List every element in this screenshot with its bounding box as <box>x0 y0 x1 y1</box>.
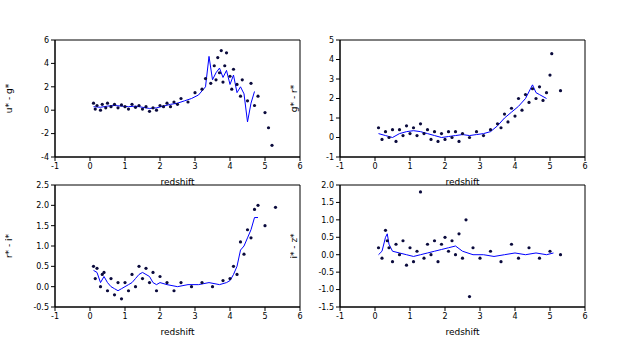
svg-text:1: 1 <box>407 312 412 321</box>
svg-text:1.5: 1.5 <box>321 198 334 207</box>
svg-text:2: 2 <box>442 162 447 171</box>
svg-text:4: 4 <box>512 162 517 171</box>
svg-text:2: 2 <box>329 94 334 103</box>
svg-text:-2: -2 <box>41 129 49 138</box>
svg-text:-1: -1 <box>336 312 344 321</box>
svg-text:redshift: redshift <box>445 177 480 185</box>
svg-text:3: 3 <box>477 162 482 171</box>
svg-text:4: 4 <box>44 59 49 68</box>
svg-text:6: 6 <box>582 162 587 171</box>
svg-text:redshift: redshift <box>160 327 195 335</box>
svg-text:-1.5: -1.5 <box>318 303 334 312</box>
svg-text:2: 2 <box>44 83 49 92</box>
svg-text:-1: -1 <box>336 162 344 171</box>
svg-text:1: 1 <box>407 162 412 171</box>
svg-text:-1: -1 <box>51 312 59 321</box>
svg-text:1.0: 1.0 <box>36 242 49 251</box>
svg-text:0.0: 0.0 <box>321 251 334 260</box>
svg-text:redshift: redshift <box>445 327 480 335</box>
svg-text:3: 3 <box>477 312 482 321</box>
svg-text:0: 0 <box>44 106 49 115</box>
svg-text:4: 4 <box>512 312 517 321</box>
svg-text:0: 0 <box>87 162 92 171</box>
svg-text:-1: -1 <box>326 153 334 162</box>
svg-text:0: 0 <box>372 312 377 321</box>
svg-text:3: 3 <box>329 75 334 84</box>
svg-text:5: 5 <box>262 312 267 321</box>
svg-text:2: 2 <box>157 312 162 321</box>
svg-text:6: 6 <box>297 312 302 321</box>
svg-text:4: 4 <box>227 162 232 171</box>
svg-text:redshift: redshift <box>160 177 195 185</box>
svg-text:-4: -4 <box>41 153 49 162</box>
svg-text:0: 0 <box>372 162 377 171</box>
svg-text:6: 6 <box>582 312 587 321</box>
svg-text:6: 6 <box>297 162 302 171</box>
svg-text:u* - g*: u* - g* <box>8 83 14 113</box>
svg-text:1: 1 <box>122 312 127 321</box>
svg-text:0: 0 <box>87 312 92 321</box>
svg-text:5: 5 <box>547 312 552 321</box>
svg-text:0.5: 0.5 <box>36 262 49 271</box>
svg-text:2: 2 <box>442 312 447 321</box>
svg-text:-1: -1 <box>51 162 59 171</box>
svg-text:g* - r*: g* - r* <box>290 84 299 112</box>
svg-text:0.5: 0.5 <box>321 233 334 242</box>
svg-text:1: 1 <box>122 162 127 171</box>
svg-text:1.5: 1.5 <box>36 222 49 231</box>
svg-text:1: 1 <box>329 114 334 123</box>
svg-text:2.0: 2.0 <box>321 181 334 190</box>
svg-text:5: 5 <box>262 162 267 171</box>
svg-text:5: 5 <box>329 36 334 45</box>
svg-text:0: 0 <box>329 133 334 142</box>
svg-text:-0.5: -0.5 <box>318 268 334 277</box>
svg-text:r* - i*: r* - i* <box>8 233 14 258</box>
svg-text:-1.0: -1.0 <box>318 285 334 294</box>
svg-text:4: 4 <box>329 55 334 64</box>
svg-text:6: 6 <box>44 36 49 45</box>
svg-text:1.0: 1.0 <box>321 216 334 225</box>
svg-text:0.0: 0.0 <box>36 283 49 292</box>
svg-text:2.0: 2.0 <box>36 201 49 210</box>
svg-text:-0.5: -0.5 <box>33 303 49 312</box>
svg-text:5: 5 <box>547 162 552 171</box>
svg-text:4: 4 <box>227 312 232 321</box>
svg-text:3: 3 <box>192 312 197 321</box>
svg-text:2: 2 <box>157 162 162 171</box>
svg-text:2.5: 2.5 <box>36 181 49 190</box>
svg-text:3: 3 <box>192 162 197 171</box>
svg-text:i* - z*: i* - z* <box>290 233 299 259</box>
